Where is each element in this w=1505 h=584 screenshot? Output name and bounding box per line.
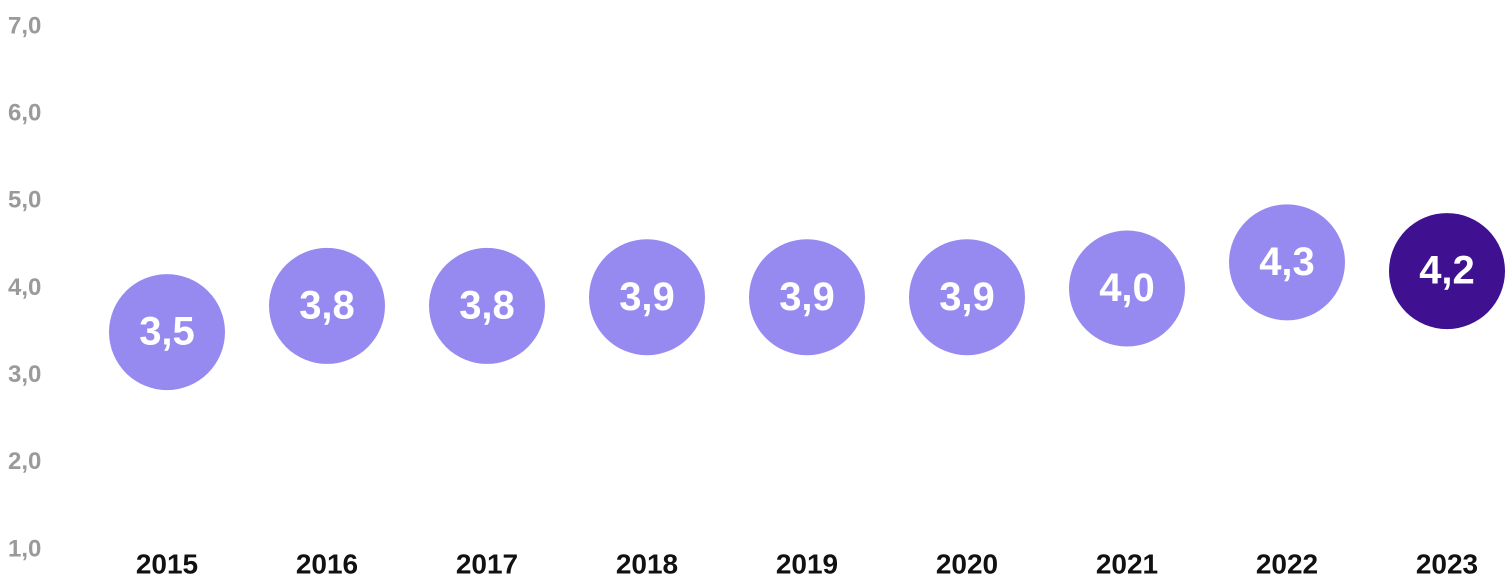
dot bbox=[589, 239, 705, 356]
data-label: 3,9 bbox=[779, 275, 835, 319]
y-tick-label: 3,0 bbox=[8, 361, 41, 388]
y-tick-label: 1,0 bbox=[8, 535, 41, 562]
x-tick-label: 2023 bbox=[1416, 548, 1478, 579]
data-label: 3,9 bbox=[939, 275, 995, 319]
dot bbox=[1069, 230, 1185, 347]
y-tick-label: 2,0 bbox=[8, 448, 41, 475]
y-tick-label: 6,0 bbox=[8, 100, 41, 127]
y-tick-label: 4,0 bbox=[8, 274, 41, 301]
dot bbox=[109, 274, 225, 391]
dot bbox=[749, 239, 865, 356]
x-tick-label: 2020 bbox=[936, 548, 998, 579]
data-label: 3,8 bbox=[299, 283, 355, 327]
data-label: 3,8 bbox=[459, 283, 515, 327]
data-label: 4,2 bbox=[1419, 249, 1475, 293]
x-tick-label: 2017 bbox=[456, 548, 518, 579]
dot bbox=[269, 247, 385, 364]
data-label: 3,5 bbox=[139, 310, 195, 354]
x-tick-label: 2022 bbox=[1256, 548, 1318, 579]
x-tick-label: 2019 bbox=[776, 548, 838, 579]
x-tick-label: 2018 bbox=[616, 548, 678, 579]
dot bbox=[1389, 213, 1505, 330]
y-tick-label: 7,0 bbox=[8, 12, 41, 39]
x-tick-label: 2021 bbox=[1096, 548, 1158, 579]
x-tick-label: 2015 bbox=[136, 548, 198, 579]
data-label: 4,3 bbox=[1259, 240, 1315, 284]
x-tick-label: 2016 bbox=[296, 548, 358, 579]
dot bbox=[909, 239, 1025, 356]
dot bbox=[429, 247, 545, 364]
y-tick-label: 5,0 bbox=[8, 187, 41, 214]
dot bbox=[1229, 204, 1345, 321]
data-label: 4,0 bbox=[1099, 266, 1155, 310]
data-label: 3,9 bbox=[619, 275, 675, 319]
